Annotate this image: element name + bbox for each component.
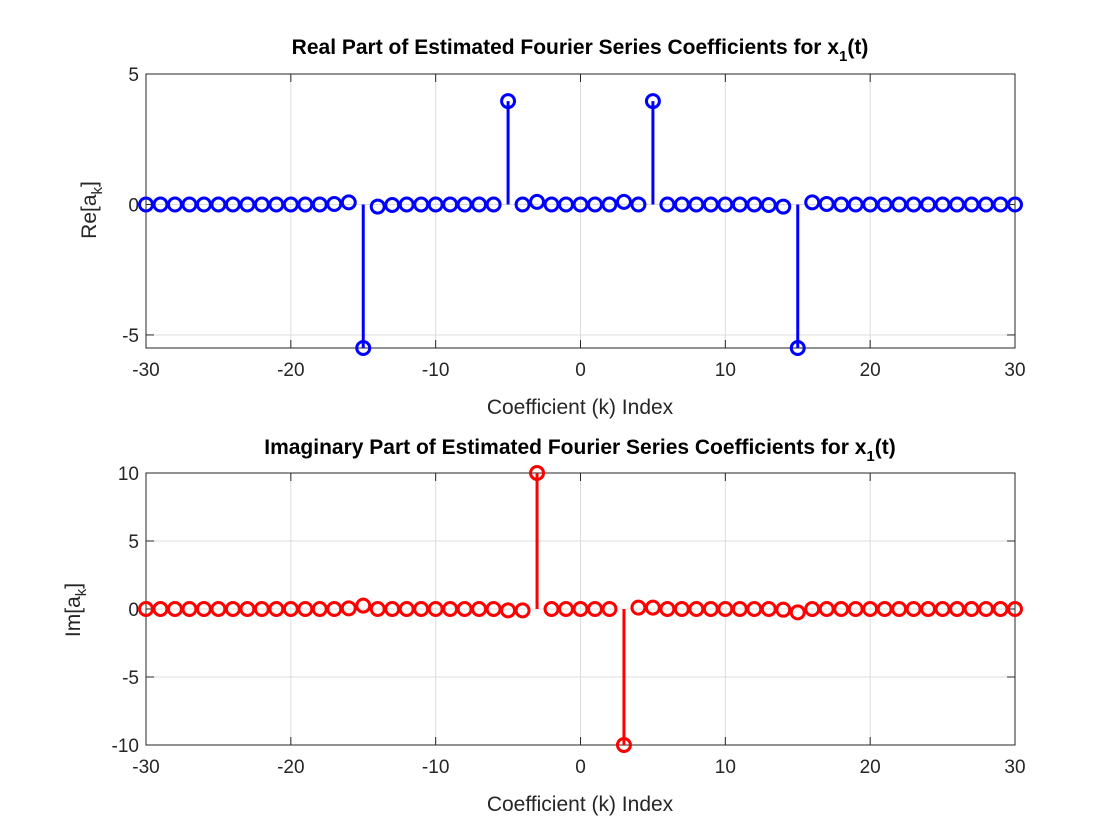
imag-stem-marker [340,600,357,617]
real-x-tick-label: 0 [575,360,586,381]
real-stem-marker [775,198,792,215]
real-stem-marker [514,196,531,213]
real-stem-marker [529,193,546,210]
imag-stem-marker [529,465,546,481]
real-part-ylabel: Re[ak] [78,181,106,239]
real-stem-marker [384,196,401,213]
real-stem-marker [601,196,618,213]
imag-y-tick-label: 10 [118,464,139,485]
imag-x-tick-label: -10 [422,757,449,778]
imag-stem-marker [355,597,372,614]
real-stem-marker [340,194,357,211]
real-stem-marker [1007,196,1023,213]
real-stem-marker [615,193,632,210]
real-x-tick-label: -10 [422,360,449,381]
imag-x-tick-label: -20 [277,757,304,778]
imag-stem-marker [326,601,343,617]
real-stem-marker [311,196,328,213]
imag-y-tick-label: 5 [128,532,139,553]
imaginary-part-ylabel: Im[ak] [62,583,90,637]
real-x-tick-label: -20 [277,360,304,381]
real-stem-marker [355,340,372,356]
real-part-xlabel: Coefficient (k) Index [487,396,674,419]
real-x-tick-label: 10 [715,360,736,381]
real-x-tick-label: 20 [860,360,881,381]
imag-y-tick-label: -10 [112,736,139,757]
imag-stem-marker [615,737,632,753]
imag-stem-marker [485,601,502,617]
imag-y-tick-label: 0 [128,600,139,621]
imag-x-tick-label: 0 [575,757,586,778]
real-stem-marker [369,198,386,215]
imag-x-tick-label: -30 [132,757,159,778]
real-stem-marker [644,93,661,110]
real-x-tick-label: 30 [1004,360,1025,381]
imaginary-part-title: Imaginary Part of Estimated Fourier Seri… [264,436,896,465]
real-stem-marker [818,195,835,212]
real-stem-marker [746,196,763,213]
real-part-title: Real Part of Estimated Fourier Series Co… [292,36,869,65]
real-y-tick-label: 0 [128,195,139,216]
imaginary-part-xlabel: Coefficient (k) Index [487,793,674,816]
imag-y-tick-label: -5 [122,668,139,689]
real-stem-marker [804,194,821,211]
imag-stem-marker [644,599,661,616]
real-stem-marker [630,196,647,213]
imag-x-tick-label: 30 [1004,757,1025,778]
real-x-tick-label: -30 [132,360,159,381]
real-stem-marker [485,196,502,213]
real-part-axes: Real Part of Estimated Fourier Series Co… [78,36,1026,419]
real-stem-marker [789,340,806,356]
imag-x-tick-label: 10 [715,757,736,778]
real-stem-marker [500,93,517,110]
real-stem-marker [326,195,343,212]
imag-stem-marker [1007,601,1023,617]
imag-stem-marker [775,601,792,618]
imaginary-part-axes: Imaginary Part of Estimated Fourier Seri… [62,436,1026,816]
imag-stem-marker [514,602,531,619]
imag-stem-marker [789,604,806,621]
real-stem-marker [760,196,777,213]
real-y-tick-label: -5 [122,326,139,347]
imag-stem-marker [601,601,618,617]
real-y-tick-label: 5 [128,65,139,86]
imag-x-tick-label: 20 [860,757,881,778]
imag-stem-marker [760,601,777,617]
